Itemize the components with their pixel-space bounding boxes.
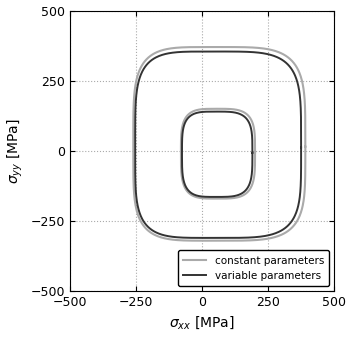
variable parameters — [211, 236, 215, 240]
Line: constant parameters: constant parameters — [133, 47, 305, 241]
constant parameters — [303, 145, 307, 149]
Legend: constant parameters, variable parameters: constant parameters, variable parameters — [178, 250, 329, 286]
variable parameters — [217, 236, 221, 240]
X-axis label: $\sigma_{xx}$ [MPa]: $\sigma_{xx}$ [MPa] — [169, 315, 235, 332]
constant parameters — [303, 105, 307, 110]
variable parameters — [279, 228, 283, 233]
variable parameters — [299, 108, 303, 112]
Line: variable parameters: variable parameters — [135, 52, 301, 238]
constant parameters — [135, 211, 139, 215]
Y-axis label: $\sigma_{yy}$ [MPa]: $\sigma_{yy}$ [MPa] — [6, 118, 25, 184]
variable parameters — [137, 209, 141, 213]
constant parameters — [212, 239, 216, 243]
constant parameters — [212, 45, 216, 49]
variable parameters — [299, 146, 303, 150]
constant parameters — [283, 231, 287, 235]
variable parameters — [147, 226, 151, 230]
constant parameters — [145, 228, 150, 232]
constant parameters — [132, 192, 136, 196]
variable parameters — [299, 146, 303, 150]
constant parameters — [218, 239, 222, 243]
variable parameters — [134, 192, 138, 196]
variable parameters — [211, 50, 215, 54]
constant parameters — [303, 145, 307, 149]
